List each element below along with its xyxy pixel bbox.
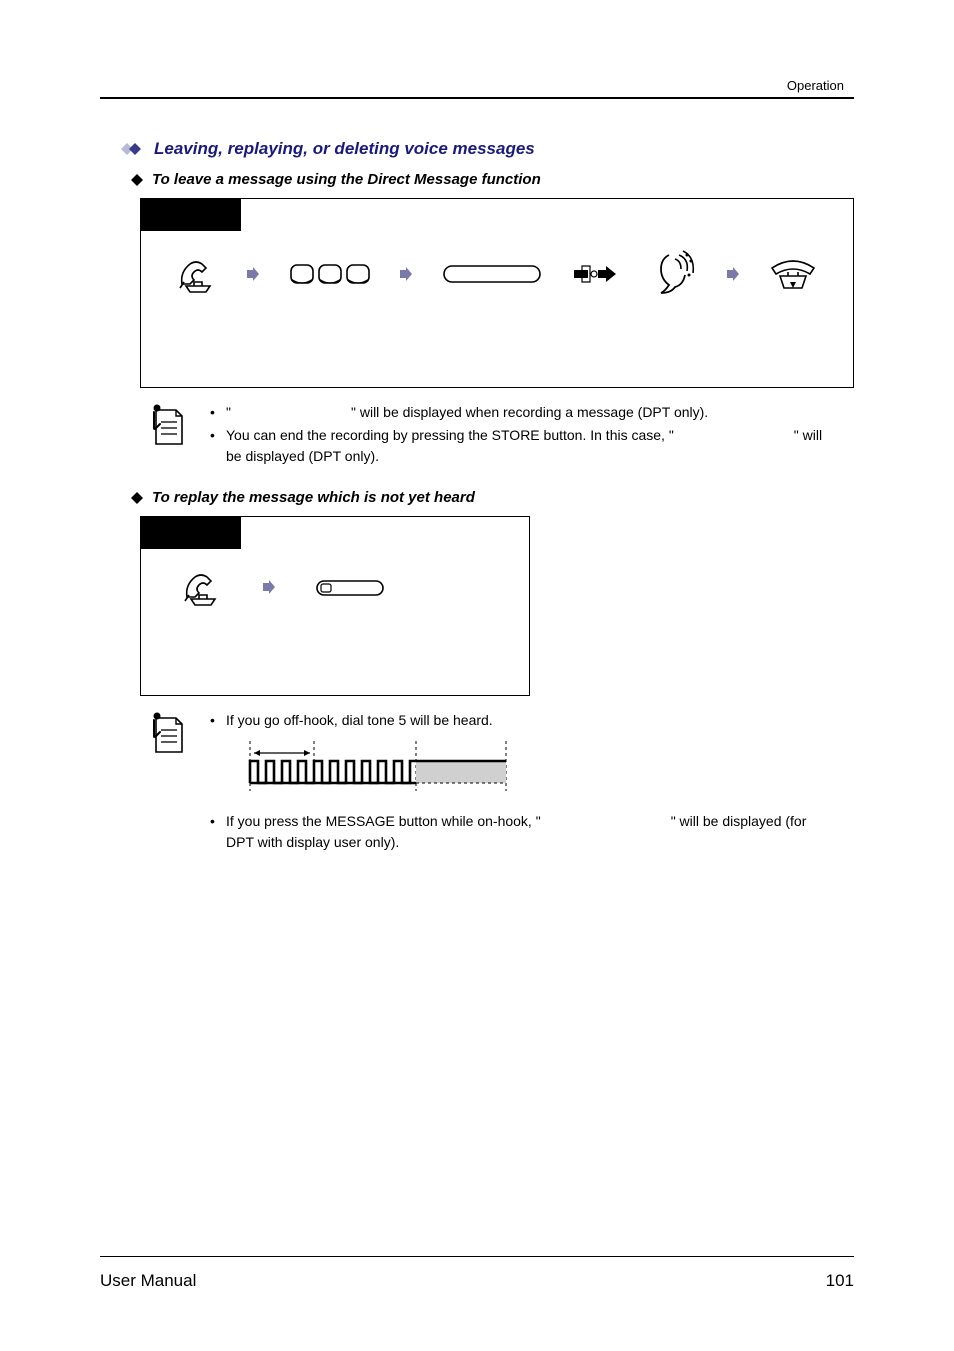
sub-heading-1-text: To leave a message using the Direct Mess… bbox=[152, 171, 541, 188]
main-heading-row: Leaving, replaying, or deleting voice me… bbox=[120, 139, 854, 159]
sub-heading-2-text: To replay the message which is not yet h… bbox=[152, 489, 475, 506]
diamond-icon bbox=[130, 491, 144, 505]
header-rule bbox=[100, 97, 854, 99]
header-section-name: Operation bbox=[100, 78, 854, 93]
talk-icon bbox=[651, 249, 697, 299]
offhook-phone-icon bbox=[181, 567, 223, 607]
diagram-box-1 bbox=[140, 198, 854, 388]
sub-heading-1: To leave a message using the Direct Mess… bbox=[130, 171, 854, 188]
main-heading-text: Leaving, replaying, or deleting voice me… bbox=[154, 139, 535, 159]
footer-rule bbox=[100, 1256, 854, 1257]
footer-page-number: 101 bbox=[826, 1271, 854, 1291]
double-diamond-icon bbox=[120, 142, 146, 156]
footer-left: User Manual bbox=[100, 1271, 196, 1291]
note-1a: "" will be displayed when recording a me… bbox=[210, 402, 824, 423]
long-button-icon bbox=[442, 262, 542, 286]
diagram-tab bbox=[141, 517, 241, 549]
note-block-1: "" will be displayed when recording a me… bbox=[150, 402, 854, 469]
page-footer: User Manual 101 bbox=[100, 1256, 854, 1291]
tape-arrow-icon bbox=[572, 262, 622, 286]
onhook-phone-icon bbox=[768, 256, 818, 292]
note-2b: If you press the MESSAGE button while on… bbox=[210, 811, 824, 853]
note-2a: If you go off-hook, dial tone 5 will be … bbox=[210, 710, 824, 801]
diagram-box-2 bbox=[140, 516, 530, 696]
arrow-icon bbox=[247, 267, 259, 281]
note-text-1: "" will be displayed when recording a me… bbox=[206, 402, 824, 469]
arrow-icon bbox=[400, 267, 412, 281]
note-block-2: If you go off-hook, dial tone 5 will be … bbox=[150, 710, 854, 855]
button-icon bbox=[315, 575, 385, 599]
diagram-tab bbox=[141, 199, 241, 231]
offhook-phone-icon bbox=[176, 254, 218, 294]
dial-tone-diagram bbox=[246, 739, 516, 795]
arrow-icon bbox=[263, 580, 275, 594]
arrow-icon bbox=[727, 267, 739, 281]
diagram-row-1 bbox=[141, 199, 853, 359]
note-text-2: If you go off-hook, dial tone 5 will be … bbox=[206, 710, 824, 855]
note-1b: You can end the recording by pressing th… bbox=[210, 425, 824, 467]
note-icon bbox=[150, 710, 188, 756]
note-icon bbox=[150, 402, 188, 448]
sub-heading-2: To replay the message which is not yet h… bbox=[130, 489, 854, 506]
keypad-icon bbox=[289, 259, 371, 289]
diamond-icon bbox=[130, 173, 144, 187]
